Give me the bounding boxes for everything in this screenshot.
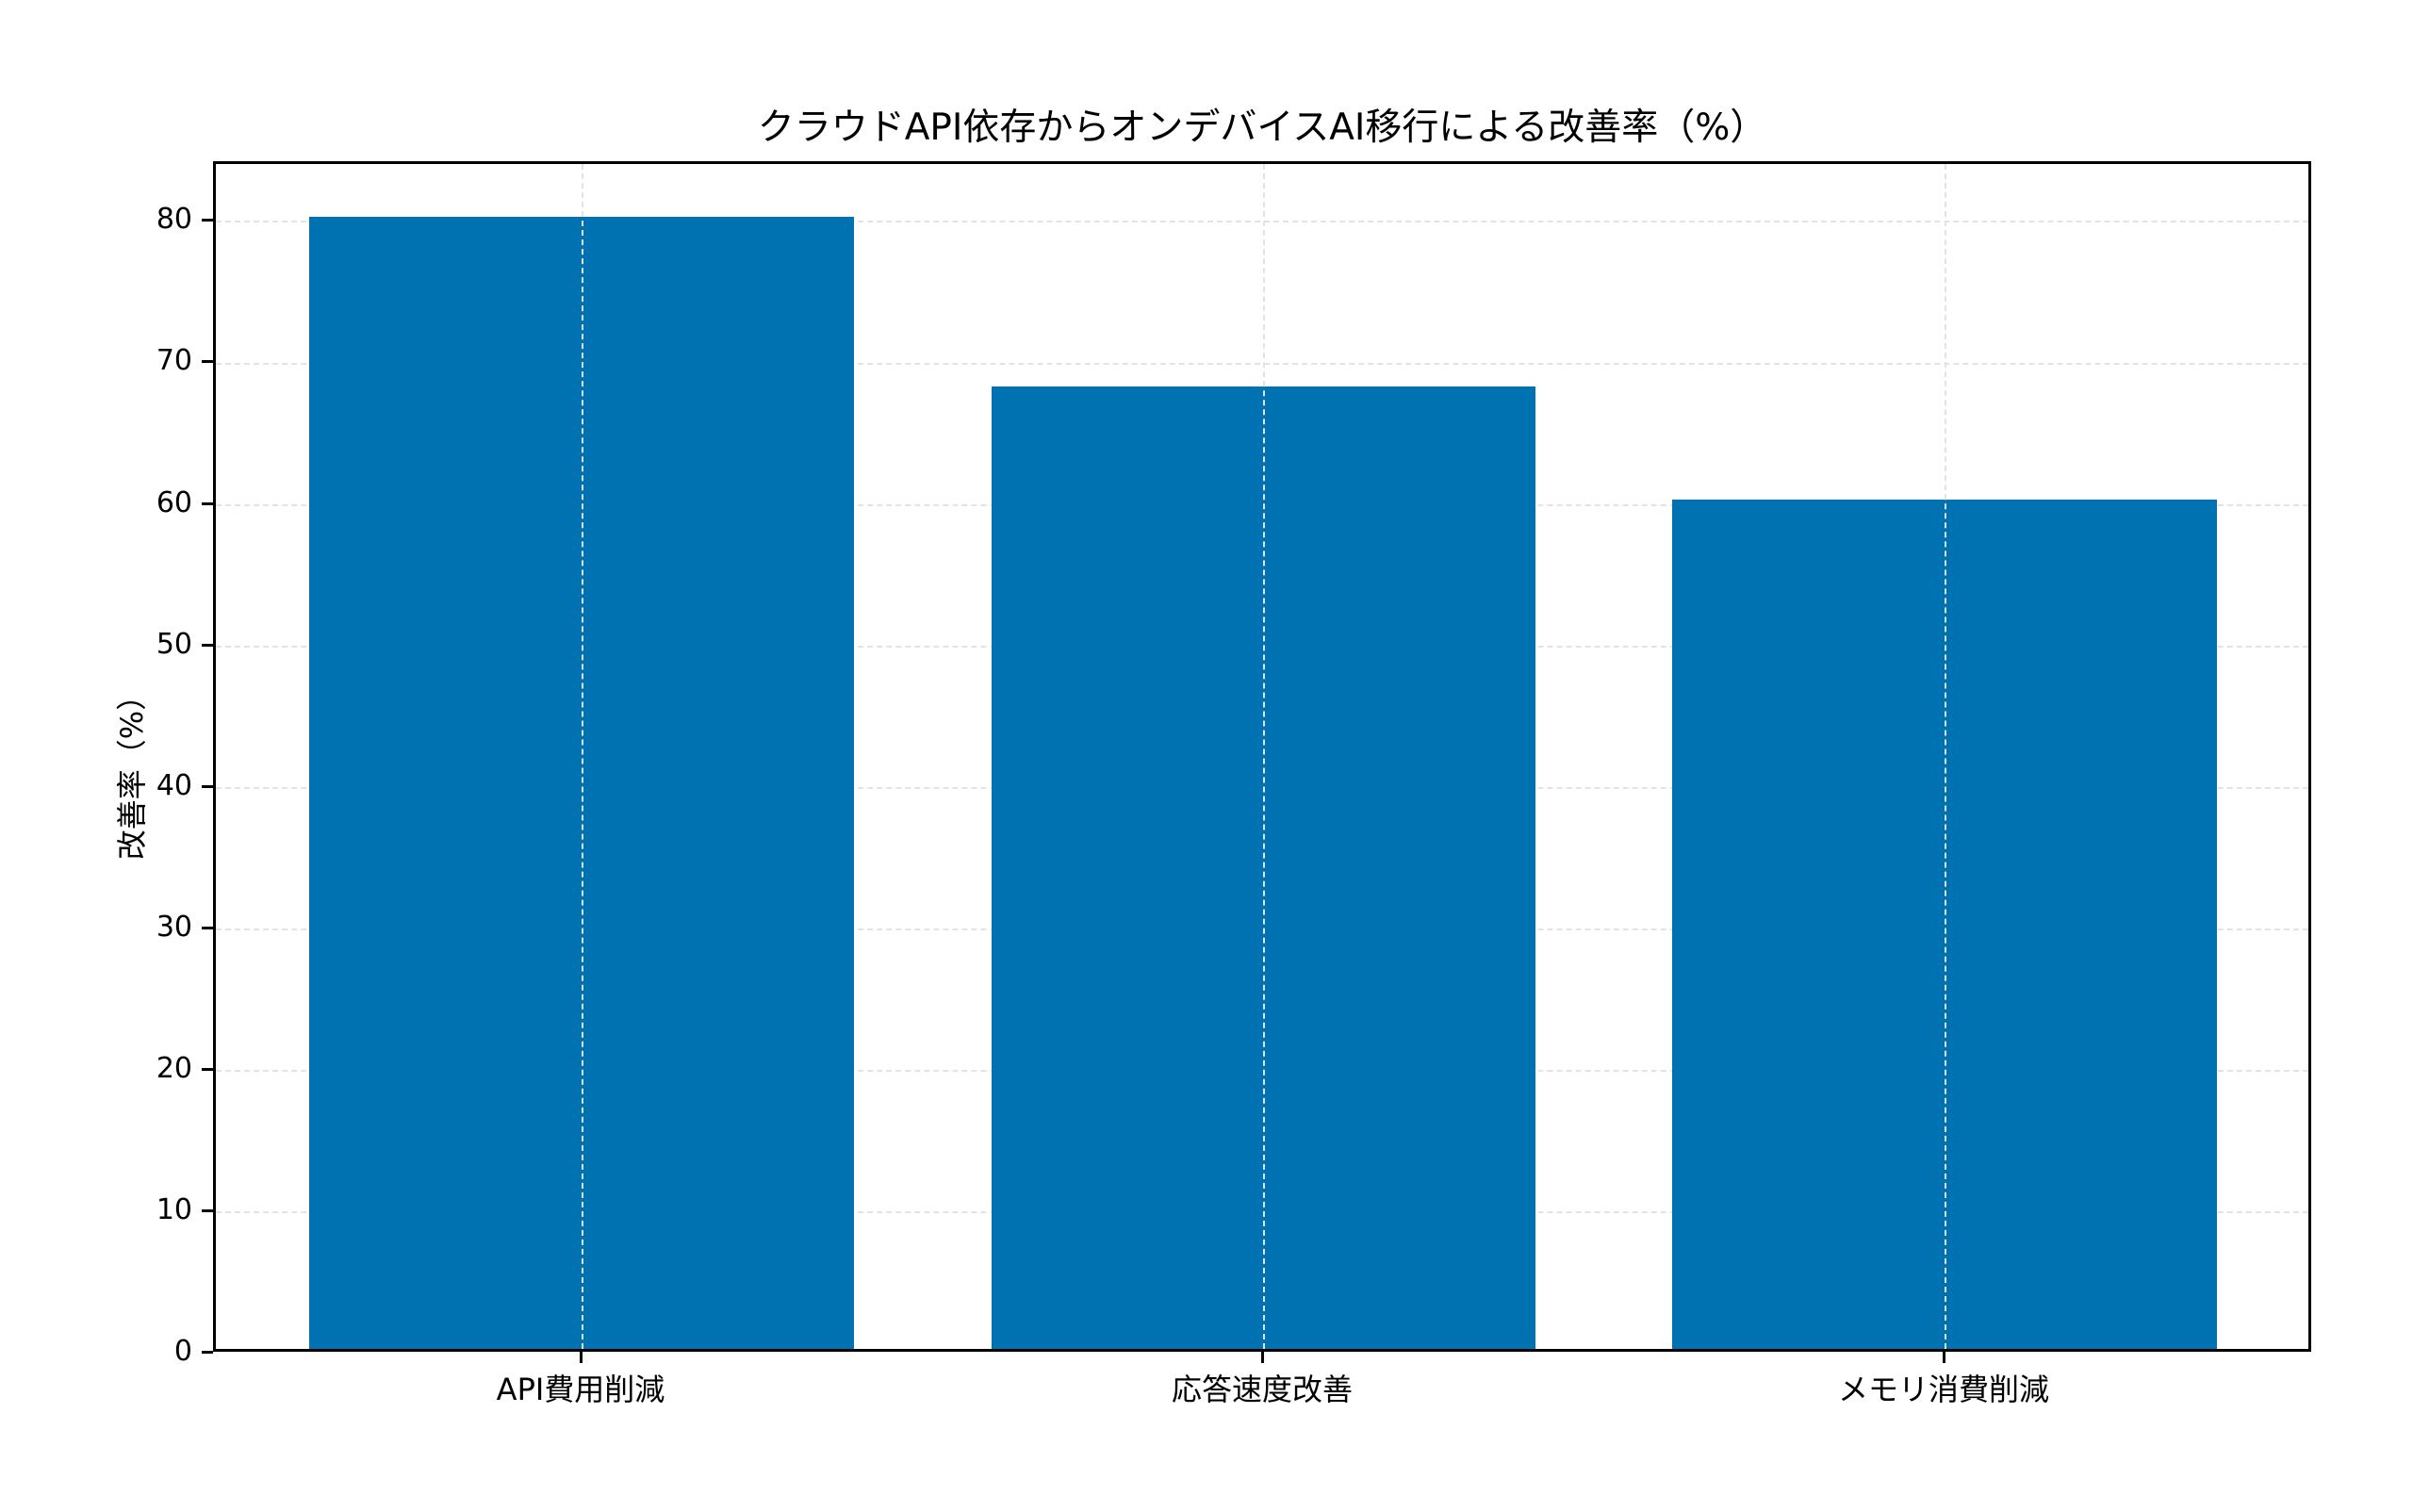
chart-title: クラウドAPI依存からオンデバイスAI移行による改善率（%） — [757, 107, 1767, 149]
plot-area — [213, 161, 2311, 1352]
gridline-x-2 — [1263, 164, 1265, 1349]
gridline-y-80 — [216, 221, 2308, 222]
gridline-x-3 — [1945, 164, 1946, 1349]
gridline-y-70 — [216, 363, 2308, 365]
gridline-x-1 — [582, 164, 583, 1349]
y-axis-label: 改善率（%） — [114, 680, 150, 861]
